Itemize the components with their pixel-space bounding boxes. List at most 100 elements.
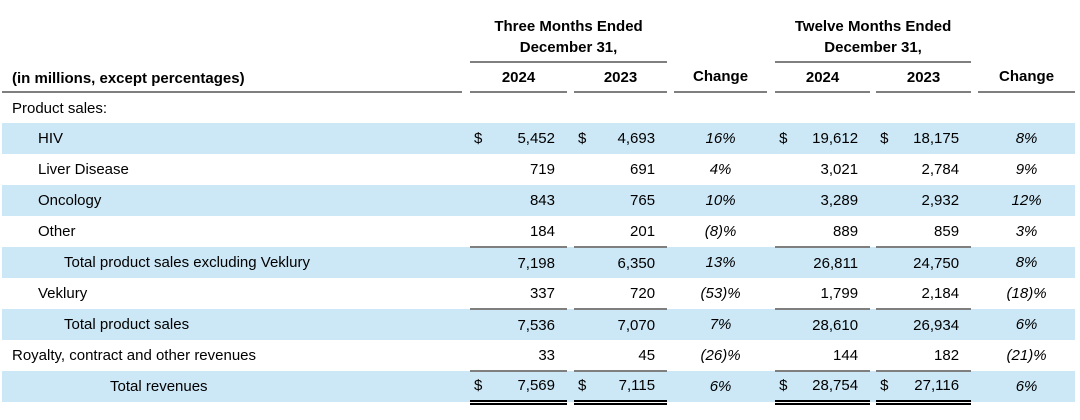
spacer [667, 92, 674, 123]
value-3mo-2024: 843 [492, 185, 567, 216]
currency-symbol [775, 309, 798, 340]
spacer [667, 185, 675, 216]
currency-symbol [470, 247, 492, 278]
spacer [462, 309, 470, 340]
value-12mo-2024: 889 [797, 216, 871, 248]
spacer [767, 92, 775, 123]
spacer [667, 371, 675, 402]
spacer [870, 309, 877, 340]
value-12mo-2024 [797, 92, 870, 123]
spacer [567, 371, 574, 402]
spacer [870, 247, 877, 278]
currency-symbol: $ [876, 123, 899, 154]
currency-symbol [470, 92, 492, 123]
value-12mo-2024: 3,021 [820, 161, 859, 178]
value-12mo-2023: 2,932 [898, 185, 972, 216]
spacer [971, 92, 978, 123]
currency-symbol [876, 309, 899, 340]
spacer [667, 123, 675, 154]
value-3mo-change [674, 92, 767, 123]
currency-symbol [876, 185, 899, 216]
spacer [767, 123, 776, 154]
table-row: Oncology 843 765 10% 3,289 2,932 12% [2, 185, 1076, 216]
value-3mo-2023: 691 [630, 161, 656, 178]
currency-symbol [876, 154, 898, 185]
value-3mo-change: 7% [674, 309, 768, 340]
currency-symbol: $ [876, 371, 899, 405]
col-header-12mo-2023: 2023 [876, 62, 972, 93]
currency-symbol [470, 185, 492, 216]
spacer [567, 309, 574, 340]
value-12mo-change: 12% [978, 185, 1076, 216]
three-months-group-header: Three Months Ended December 31, [470, 8, 668, 63]
row-label: Liver Disease [38, 161, 129, 178]
value-12mo-2023: 182 [898, 340, 972, 372]
spacer [971, 309, 979, 340]
spacer [567, 247, 574, 278]
currency-symbol [876, 278, 899, 310]
col-header-12mo-change: Change [978, 62, 1076, 93]
value-3mo-2024: 184 [492, 216, 567, 248]
revenue-table: (in millions, except percentages) Three … [2, 8, 1076, 405]
spacer [667, 154, 674, 185]
table-row: Total product sales 7,536 7,070 7% 28,610 26,… [2, 309, 1076, 340]
value-12mo-2024: 1,799 [797, 278, 871, 310]
spacer [767, 278, 775, 309]
row-label: Total revenues [2, 371, 462, 402]
value-12mo-2024: 28,610 [797, 309, 871, 340]
spacer [674, 8, 767, 62]
group-title-line2: December 31, [519, 39, 618, 56]
value-3mo-2024 [492, 92, 567, 123]
value-3mo-2023: 45 [596, 340, 668, 372]
currency-symbol [775, 247, 798, 278]
spacer [870, 371, 877, 402]
value-3mo-2023: 6,350 [596, 247, 668, 278]
spacer [462, 154, 470, 185]
twelve-months-group-header: Twelve Months Ended December 31, [775, 8, 972, 63]
value-3mo-change: 10% [674, 185, 768, 216]
spacer [767, 247, 776, 278]
spacer [971, 371, 979, 402]
table-row: Royalty, contract and other revenues 33 45… [2, 340, 1075, 372]
spacer [767, 62, 775, 92]
row-label: Total product sales [2, 309, 462, 340]
currency-symbol [470, 154, 492, 185]
currency-symbol [574, 278, 596, 310]
value-3mo-change: (53)% [700, 285, 741, 302]
currency-symbol: $ [470, 371, 492, 405]
currency-symbol [574, 185, 596, 216]
value-3mo-2024: 7,536 [492, 309, 567, 340]
label-column-header: (in millions, except percentages) [2, 8, 462, 93]
value-12mo-change: (18)% [1006, 285, 1047, 302]
spacer [462, 371, 470, 402]
currency-symbol [470, 340, 492, 372]
value-3mo-2024: 5,452 [492, 123, 567, 154]
value-3mo-change: 16% [674, 123, 768, 154]
currency-symbol [775, 92, 797, 123]
value-3mo-change: 4% [709, 161, 732, 178]
currency-symbol [876, 92, 898, 123]
value-3mo-2023: 7,115 [596, 371, 668, 405]
value-3mo-2023: 4,693 [596, 123, 668, 154]
spacer [978, 8, 1075, 62]
value-12mo-change: 8% [978, 123, 1076, 154]
value-3mo-change: (8)% [704, 223, 737, 240]
value-12mo-2024: 28,754 [797, 371, 871, 405]
currency-symbol: $ [470, 123, 492, 154]
currency-symbol [574, 309, 596, 340]
value-12mo-2023: 26,934 [898, 309, 972, 340]
spacer [971, 247, 979, 278]
value-12mo-2023: 27,116 [898, 371, 972, 405]
spacer [971, 123, 979, 154]
spacer [567, 185, 574, 216]
spacer [971, 185, 979, 216]
spacer [971, 278, 978, 309]
value-12mo-change: 9% [1015, 161, 1038, 178]
value-12mo-2024: 144 [797, 340, 871, 372]
year-header-row: 2024 2023 Change 2024 2023 Change [2, 62, 1076, 93]
group-title-line1: Twelve Months Ended [794, 18, 952, 35]
currency-symbol [876, 340, 899, 372]
value-12mo-change: 6% [978, 371, 1076, 402]
spacer [767, 154, 775, 185]
value-3mo-change: 6% [674, 371, 768, 402]
